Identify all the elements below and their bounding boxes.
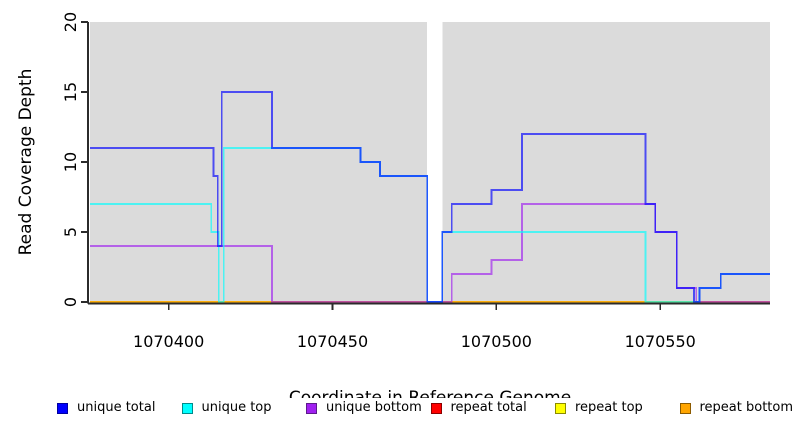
legend-item-unique-top: unique top — [181, 399, 272, 417]
series-unique-total — [90, 91, 770, 303]
x-axis-title: Coordinate in Reference Genome — [289, 388, 571, 398]
plot-background-region — [442, 22, 770, 302]
legend-item-repeat-total: repeat total — [430, 399, 527, 417]
repeat-top-swatch-icon — [555, 402, 566, 414]
repeat-total-swatch-icon — [430, 402, 442, 414]
y-axis-title: Read Coverage Depth — [16, 69, 36, 256]
series-line — [90, 91, 770, 303]
legend-label: unique bottom — [326, 400, 422, 415]
unique-total-swatch-icon — [57, 402, 68, 414]
legend-label: repeat total — [450, 400, 527, 415]
legend-label: repeat top — [575, 400, 643, 415]
y-tick-label: 20 — [61, 12, 80, 32]
chart-legend: unique total unique top unique bottom repea… — [0, 399, 792, 419]
y-tick-label: 10 — [61, 152, 80, 172]
x-tick-label: 1070450 — [297, 332, 368, 351]
legend-item-unique-total: unique total — [57, 399, 155, 417]
x-tick-label: 1070400 — [133, 332, 204, 351]
unique-bottom-swatch-icon — [306, 402, 317, 414]
y-tick-label: 15 — [61, 82, 80, 102]
legend-label: unique top — [201, 400, 272, 415]
y-tick-label: 5 — [61, 227, 80, 237]
repeat-bottom-swatch-icon — [679, 402, 691, 414]
x-tick-label: 1070500 — [461, 332, 532, 351]
legend-item-unique-bottom: unique bottom — [306, 399, 422, 417]
x-tick-label: 1070550 — [625, 332, 696, 351]
unique-top-swatch-icon — [181, 402, 193, 414]
legend-label: unique total — [77, 400, 156, 415]
legend-item-repeat-top: repeat top — [555, 399, 643, 417]
legend-item-repeat-bottom: repeat bottom — [679, 399, 792, 417]
legend-label: repeat bottom — [699, 400, 792, 415]
y-tick-label: 0 — [61, 297, 80, 307]
coverage-chart: 1070400 1070450 1070500 1070550 0 5 10 15 20 Coor… — [16, 12, 770, 398]
